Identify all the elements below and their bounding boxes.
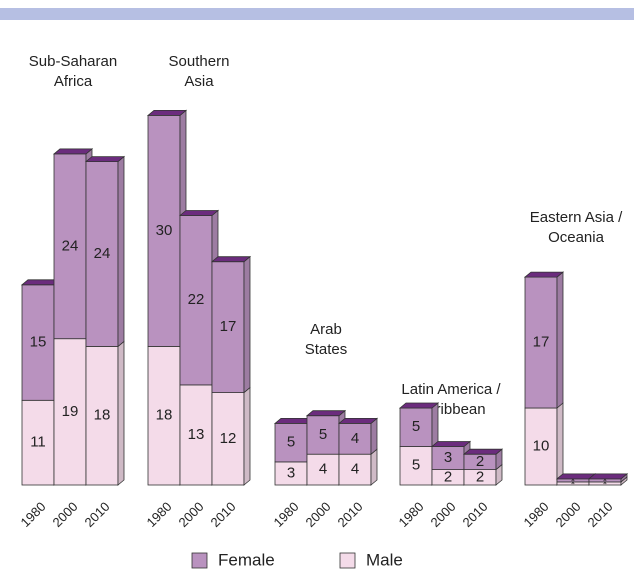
value-label: 11 [30,434,46,451]
group-label: Asia [184,73,214,90]
bar-side [117,155,125,348]
bar-top [523,271,565,278]
group-label: Eastern Asia / [530,209,623,226]
bar-segment [53,153,87,340]
bar-top [398,402,440,409]
x-tick-label: 2000 [175,499,206,530]
value-label: 5 [412,418,420,435]
value-label: 10 [533,437,550,454]
legend-swatch [339,552,356,569]
bar-top [462,448,504,455]
bar-top [210,256,252,263]
legend-label: Female [218,550,275,569]
x-tick-label: 2010 [459,499,490,530]
legend-swatch [191,552,208,569]
x-tick-label: 2000 [302,499,333,530]
bar-top [178,210,220,216]
x-tick-label: 2010 [584,499,615,530]
bar-segment [211,261,245,394]
x-tick-label: 2000 [49,499,80,530]
value-label: * [603,475,608,489]
value-label: 13 [188,426,205,443]
bar-segment [179,384,213,486]
value-label: * [571,475,576,489]
value-label: 4 [319,461,327,478]
x-tick-label: 2010 [207,499,238,530]
value-label: 2 [444,468,452,485]
bar-side [243,255,251,394]
bar-side [556,271,564,409]
value-label: 3 [444,449,452,466]
x-tick-label: 1980 [395,499,426,530]
bar-top [587,473,629,480]
bar-top [430,441,472,447]
x-tick-label: 1980 [270,499,301,530]
x-tick-label: 2010 [81,499,112,530]
bar-segment [524,407,558,486]
bar-top [146,110,188,116]
x-tick-label: 1980 [143,499,174,530]
bar-side [117,340,125,486]
bar-segment [21,399,55,486]
value-label: 4 [351,461,359,478]
bar-side [243,386,251,486]
value-label: 15 [30,334,47,351]
bar-side [370,417,378,456]
bar-segment [147,115,181,347]
group-label: Oceania [548,229,605,246]
banner [0,8,634,20]
group-label: Arab [310,321,342,338]
x-tick-label: 2000 [427,499,458,530]
bar-side [556,402,564,486]
bar-side [370,448,378,486]
group-label: Sub-Saharan [29,53,117,70]
bar-top [52,148,94,155]
value-label: 18 [156,407,173,424]
value-label: 22 [188,291,205,308]
value-label: 24 [94,245,111,262]
bar-side [431,402,439,448]
value-label: 4 [351,430,359,447]
group-label: Latin America / [401,381,501,398]
value-label: 30 [156,222,173,239]
bar-segment [85,345,119,486]
x-tick-label: 1980 [17,499,48,530]
value-label: 24 [62,237,79,254]
value-label: 12 [220,430,237,447]
bar-top [305,410,347,417]
value-label: * [603,478,608,492]
value-label: 3 [287,464,295,481]
value-label: 2 [476,468,484,485]
bar-segment [524,276,558,409]
value-label: * [571,478,576,492]
value-label: 17 [533,334,550,351]
x-tick-label: 1980 [520,499,551,530]
bar-segment [274,422,308,463]
group-label: States [305,341,348,358]
group-label: Africa [54,73,93,90]
value-label: 2 [476,453,484,470]
value-label: 5 [319,426,327,443]
value-label: 18 [94,407,111,424]
bar-segment [147,345,181,486]
value-label: 5 [412,457,420,474]
bar-top [337,417,379,424]
value-label: 17 [220,318,237,335]
value-label: 19 [62,403,79,420]
bar-segment [21,284,55,401]
group-label: Southern [169,53,230,70]
bar-segment [399,407,433,447]
x-tick-label: 2000 [552,499,583,530]
legend-label: Male [366,550,403,569]
value-label: 5 [287,434,295,451]
x-tick-label: 2010 [334,499,365,530]
bar-top [84,156,126,163]
